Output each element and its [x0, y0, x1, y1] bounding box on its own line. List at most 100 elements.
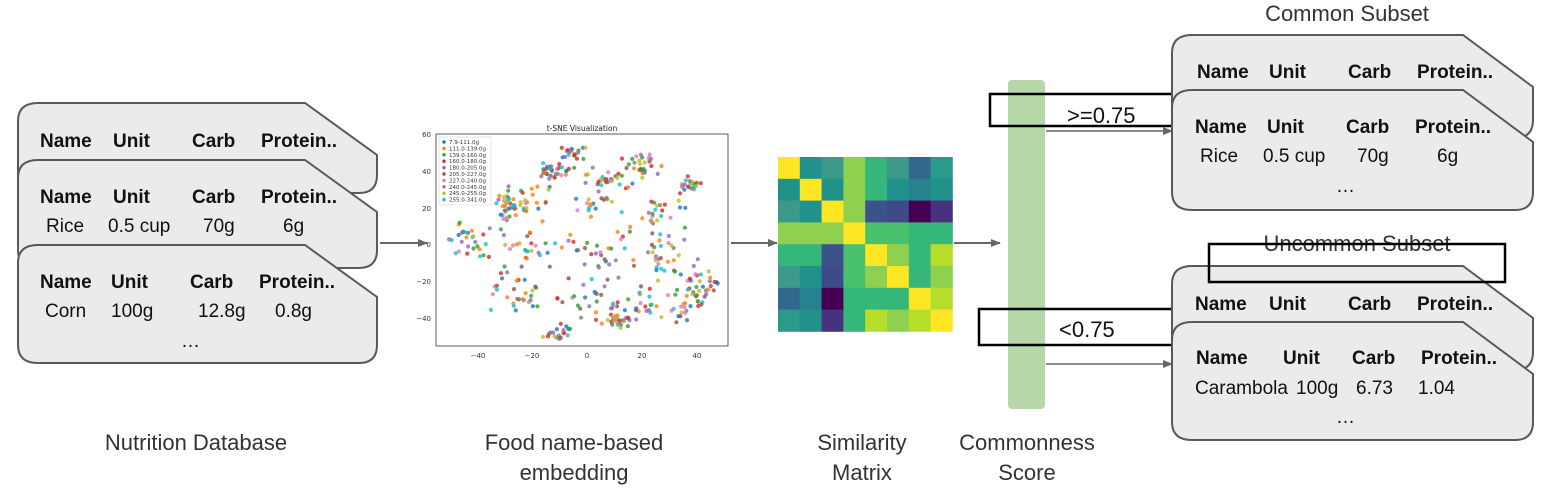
tsne-point [494, 201, 499, 206]
db-rice-name: Rice [46, 216, 84, 237]
tsne-point [615, 322, 621, 327]
tsne-point [490, 292, 495, 297]
tsne-point [678, 191, 683, 196]
tsne-point [571, 239, 576, 244]
common-front-header-unit: Unit [1267, 117, 1305, 138]
tsne-point [617, 318, 622, 323]
tsne-point [594, 299, 599, 304]
tsne-point [671, 258, 676, 263]
uncommon-back-header-name: Name [1195, 294, 1247, 315]
tsne-legend: 7.9-111.0g111.0-139.0g139.0-160.0g160.0-… [438, 136, 492, 206]
tsne-y-tick: 60 [422, 131, 431, 139]
tsne-point [558, 335, 563, 340]
tsne-point [607, 262, 612, 267]
tsne-point [502, 208, 507, 213]
tsne-point [657, 238, 662, 243]
tsne-point [543, 200, 548, 205]
tsne-point [527, 230, 532, 235]
tsne-point [666, 293, 671, 298]
tsne-point [698, 181, 703, 186]
tsne-point [708, 275, 713, 280]
tsne-point [546, 187, 551, 192]
tsne-point [543, 241, 548, 246]
tsne-point [611, 301, 616, 306]
tsne-point [707, 279, 713, 284]
tsne-point [488, 307, 493, 312]
tsne-point [574, 248, 579, 253]
tsne-point [638, 284, 644, 289]
tsne-point [676, 198, 681, 203]
tsne-point [494, 287, 500, 292]
matrix-cell [865, 266, 888, 289]
tsne-point [575, 303, 581, 308]
tsne-point [669, 308, 674, 313]
matrix-cell [843, 287, 866, 310]
tsne-point [507, 246, 513, 252]
tsne-point [647, 294, 652, 299]
tsne-point [602, 257, 607, 262]
tsne-legend-marker [442, 146, 446, 151]
tsne-point [523, 201, 528, 206]
tsne-point [459, 230, 464, 235]
tsne-point [566, 166, 572, 171]
tsne-point [659, 164, 664, 169]
tsne-point [453, 251, 458, 256]
common-back-header-name: Name [1197, 62, 1249, 83]
tsne-point [682, 187, 687, 192]
tsne-x-ticks: −40 −20 0 20 40 [471, 352, 702, 360]
tsne-point [498, 271, 504, 276]
nutrition-database: Name Unit Carb Protein.. Name Unit Carb … [17, 102, 378, 364]
matrix-cell [908, 266, 931, 289]
tsne-point [478, 254, 483, 259]
tsne-legend-label: 255.0-341.0g [449, 198, 486, 204]
uncommon-subset: Name Unit Carb Protein.. Name Unit Carb … [1171, 265, 1534, 441]
tsne-legend-label: 245.0-255.0g [449, 191, 486, 197]
tsne-point [646, 210, 651, 215]
tsne-point [645, 250, 651, 255]
matrix-cell [930, 178, 953, 201]
tsne-point [497, 193, 502, 198]
tsne-y-tick: 40 [422, 168, 431, 176]
matrix-cell [821, 287, 844, 310]
tsne-point [655, 218, 660, 223]
tsne-point [579, 315, 584, 320]
tsne-point [514, 242, 520, 247]
tsne-point [619, 210, 624, 215]
tsne-point [654, 268, 659, 273]
tsne-point [610, 306, 615, 311]
tsne-point [524, 205, 529, 211]
common-subset-title: Common Subset [1265, 1, 1429, 26]
tsne-point [647, 286, 652, 291]
tsne-point [565, 333, 570, 338]
tsne-point [690, 292, 695, 297]
tsne-legend-marker [442, 172, 446, 176]
tsne-point [611, 314, 616, 319]
tsne-point [568, 326, 573, 331]
tsne-legend-marker [442, 178, 446, 183]
matrix-cell [887, 222, 910, 245]
tsne-point [685, 287, 690, 292]
tsne-point [702, 294, 707, 299]
tsne-point [558, 321, 563, 326]
tsne-point [618, 325, 623, 330]
tsne-point [673, 292, 678, 297]
matrix-cell [887, 157, 910, 180]
tsne-x-tick: 40 [693, 352, 702, 360]
tsne-point [616, 275, 621, 280]
tsne-point [590, 165, 595, 170]
tsne-legend-marker [442, 140, 446, 144]
tsne-point [537, 253, 543, 258]
tsne-point [523, 291, 528, 296]
tsne-point [593, 310, 598, 315]
matrix-cell [908, 222, 931, 245]
tsne-point [638, 152, 644, 157]
tsne-legend-marker [442, 185, 446, 189]
tsne-point [615, 304, 620, 309]
tsne-point [666, 240, 671, 246]
tsne-point [683, 178, 688, 183]
tsne-point [596, 179, 601, 184]
db-corn-name: Corn [45, 301, 86, 322]
tsne-point [506, 184, 511, 189]
tsne-point [637, 290, 642, 295]
tsne-point [668, 215, 673, 220]
